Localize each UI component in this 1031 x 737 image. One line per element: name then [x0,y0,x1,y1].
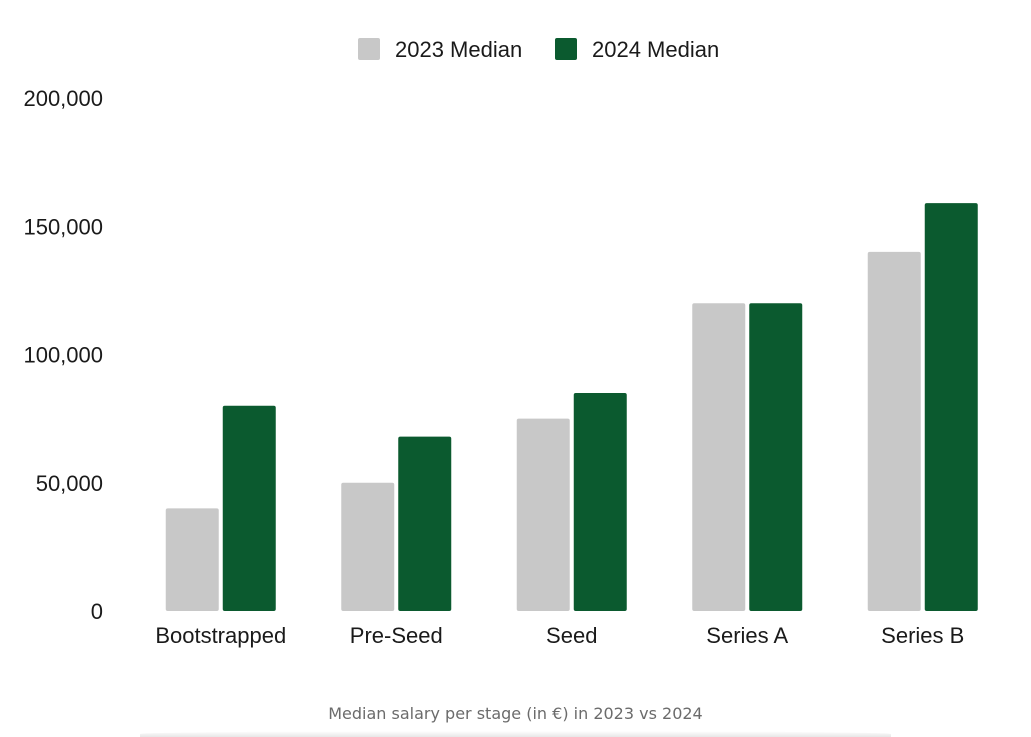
bar-2024-seed [573,392,627,611]
x-tick-label: Pre-Seed [350,623,443,648]
legend-swatch [358,38,380,60]
legend: 2023 Median 2024 Median [358,37,719,62]
y-axis: 0 50,000 100,000 150,000 200,000 [23,86,103,624]
bar-chart: 2023 Median 2024 Median 0 50,000 100,000 150… [23,37,978,648]
y-tick-label: 150,000 [23,214,103,239]
bars [165,203,978,612]
legend-swatch [555,38,577,60]
y-tick-label: 100,000 [23,343,103,368]
bar-2023-bootstrapped [165,508,219,611]
x-tick-label: Seed [546,623,597,648]
chart-caption: Median salary per stage (in €) in 2023 v… [328,704,703,723]
bar-2024-pre-seed [398,436,452,611]
bar-2024-bootstrapped [222,405,276,611]
y-tick-label: 50,000 [36,471,103,496]
x-tick-label: Series A [706,623,788,648]
bar-2023-seed [516,418,570,611]
x-tick-label: Series B [881,623,964,648]
x-axis: Bootstrapped Pre-Seed Seed Series A Series B [155,623,964,648]
bar-2024-series-b [924,203,978,612]
bottom-fade [140,731,891,737]
x-tick-label: Bootstrapped [155,623,286,648]
legend-label: 2023 Median [395,37,522,62]
bar-2023-series-b [867,251,921,611]
bar-2023-series-a [692,303,746,611]
y-tick-label: 0 [91,599,103,624]
legend-label: 2024 Median [592,37,719,62]
bar-2023-pre-seed [341,482,395,611]
bar-2024-series-a [749,303,803,611]
y-tick-label: 200,000 [23,86,103,111]
